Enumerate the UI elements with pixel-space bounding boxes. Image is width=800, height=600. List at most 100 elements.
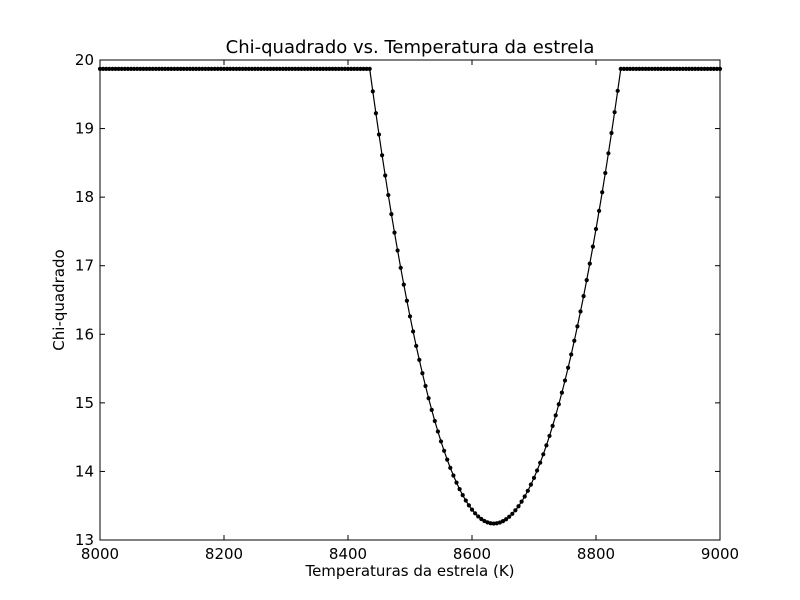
data-point xyxy=(510,511,515,516)
data-point xyxy=(302,66,307,72)
data-point xyxy=(249,66,254,72)
data-point xyxy=(389,212,394,217)
data-point xyxy=(581,293,586,299)
data-point xyxy=(352,66,357,72)
data-point xyxy=(606,151,611,156)
data-point xyxy=(370,89,375,94)
data-point xyxy=(342,66,347,72)
data-point xyxy=(414,343,419,349)
y-tick-label: 19 xyxy=(75,120,94,138)
data-point xyxy=(479,516,484,522)
data-point xyxy=(386,192,391,198)
data-point xyxy=(144,66,149,72)
data-point xyxy=(423,383,428,389)
data-point xyxy=(197,66,202,72)
data-point xyxy=(513,508,518,513)
data-point xyxy=(652,66,658,72)
y-tick-label: 20 xyxy=(75,51,94,69)
data-point xyxy=(448,465,453,470)
data-point xyxy=(702,66,707,72)
data-point xyxy=(290,66,295,72)
x-tick-label: 8400 xyxy=(329,545,367,563)
data-point xyxy=(690,66,695,72)
data-point xyxy=(575,324,580,329)
data-point xyxy=(299,66,304,72)
data-point xyxy=(215,66,220,72)
data-point xyxy=(569,352,574,357)
plot-frame xyxy=(99,59,721,541)
data-point xyxy=(116,66,121,72)
data-point xyxy=(252,66,258,72)
data-point xyxy=(163,66,168,72)
data-point xyxy=(345,66,351,72)
data-point xyxy=(287,66,292,72)
data-point xyxy=(407,314,413,319)
data-point xyxy=(277,66,282,72)
data-point xyxy=(280,66,285,72)
data-point xyxy=(566,365,571,370)
data-point xyxy=(562,378,568,383)
data-point xyxy=(411,329,416,334)
data-point xyxy=(624,66,630,72)
data-point xyxy=(426,396,431,401)
y-axis-label: Chi-quadrado xyxy=(50,249,68,350)
data-point xyxy=(646,66,651,72)
data-point xyxy=(597,208,602,213)
data-point xyxy=(541,452,546,457)
data-point xyxy=(138,66,143,72)
data-point xyxy=(132,66,137,72)
axis-ticks: 8000 8200 8400 8600 8800 9000 13 14 15 16 17 18 19 20 xyxy=(75,51,739,563)
data-point xyxy=(150,66,155,72)
data-point xyxy=(324,66,329,72)
y-tick-label: 15 xyxy=(75,394,94,412)
data-point xyxy=(618,66,623,72)
data-point xyxy=(544,443,549,448)
data-point xyxy=(621,66,627,72)
data-point xyxy=(333,66,338,72)
data-point xyxy=(135,66,140,72)
data-point xyxy=(234,66,239,72)
data-point xyxy=(612,110,617,115)
data-point xyxy=(330,66,335,72)
data-point xyxy=(265,66,270,72)
data-point xyxy=(166,66,171,72)
data-point xyxy=(519,499,524,504)
data-point xyxy=(516,504,521,509)
data-point xyxy=(349,66,354,72)
data-point xyxy=(336,66,341,72)
x-tick-label: 8200 xyxy=(205,545,243,563)
data-point xyxy=(392,230,397,235)
data-point xyxy=(305,66,310,72)
data-point xyxy=(429,407,434,412)
data-point xyxy=(187,66,192,72)
data-point xyxy=(553,413,558,418)
data-point xyxy=(662,66,667,72)
data-point xyxy=(538,460,543,465)
series-line xyxy=(100,68,720,525)
data-point xyxy=(683,66,689,72)
data-point xyxy=(364,66,369,72)
data-point xyxy=(206,66,211,72)
data-point xyxy=(274,66,279,72)
data-point xyxy=(504,517,509,522)
y-tick-label: 17 xyxy=(75,257,94,275)
data-point xyxy=(228,66,233,72)
data-point xyxy=(321,66,326,72)
data-point xyxy=(380,153,385,158)
data-point xyxy=(256,66,261,72)
x-tick-label: 9000 xyxy=(701,545,739,563)
data-point xyxy=(107,66,112,72)
data-point xyxy=(141,66,146,72)
data-point xyxy=(556,402,561,407)
data-point xyxy=(615,88,620,93)
data-point xyxy=(110,66,115,72)
data-point xyxy=(631,66,636,72)
data-point xyxy=(175,66,180,72)
data-point xyxy=(404,298,409,303)
x-tick-label: 8000 xyxy=(81,545,119,563)
data-point xyxy=(153,66,158,72)
data-point xyxy=(308,66,313,72)
data-point xyxy=(442,448,447,453)
data-point xyxy=(395,248,400,253)
data-point xyxy=(432,418,437,424)
